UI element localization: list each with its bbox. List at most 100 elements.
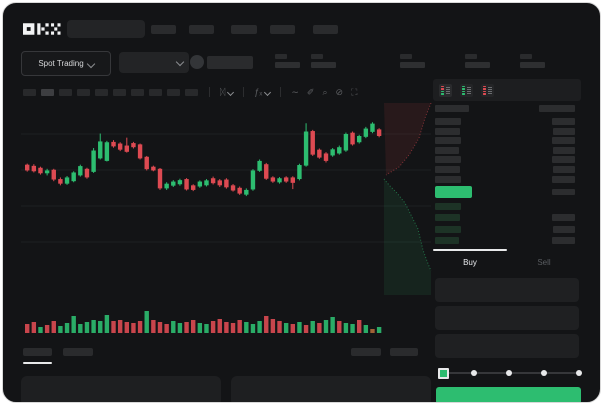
search-input[interactable] xyxy=(67,20,145,38)
active-tab-indicator xyxy=(23,362,52,364)
slider-stop-dot[interactable] xyxy=(576,370,582,376)
market-type-selector[interactable]: Spot Trading xyxy=(21,51,111,76)
indicators-icon[interactable]: ƒₓ xyxy=(254,87,272,97)
chart-toolbar: ᛞ ƒₓ ∼ ✐ ⌕ ⊘ ⛶ xyxy=(3,83,433,101)
bottom-tab[interactable] xyxy=(23,348,52,356)
last-price-badge[interactable] xyxy=(435,186,472,198)
interval-button[interactable] xyxy=(77,88,90,96)
okx-logo-icon[interactable] xyxy=(23,22,61,36)
ask-price-placeholder xyxy=(435,175,461,183)
interval-button[interactable] xyxy=(149,88,162,96)
amount-column-header xyxy=(539,105,575,112)
pair-name-placeholder xyxy=(207,56,253,69)
amount-percent-slider[interactable] xyxy=(438,368,582,379)
ticker-stat xyxy=(465,54,490,68)
top-navbar xyxy=(3,17,600,45)
slider-stop-dot[interactable] xyxy=(471,370,477,376)
ask-price-placeholder xyxy=(435,137,461,145)
ask-price-placeholder xyxy=(435,127,460,135)
interval-button[interactable] xyxy=(23,88,36,96)
stat-value-placeholder xyxy=(520,62,545,68)
stat-label-placeholder xyxy=(275,54,287,59)
ask-row[interactable] xyxy=(435,118,575,125)
ask-price-placeholder xyxy=(435,166,460,173)
tab-sell[interactable]: Sell xyxy=(537,257,551,267)
tab-buy[interactable]: Buy xyxy=(433,249,507,273)
price-chart[interactable] xyxy=(21,102,433,343)
ask-row[interactable] xyxy=(435,146,575,154)
ticker-stat xyxy=(311,54,336,68)
bid-price-placeholder xyxy=(435,203,461,210)
coin-avatar xyxy=(190,55,204,69)
pair-dropdown[interactable] xyxy=(119,52,189,73)
settings-icon[interactable]: ⊘ xyxy=(335,87,344,97)
total-input[interactable] xyxy=(435,334,579,358)
toolbar-divider xyxy=(243,87,245,97)
interval-button[interactable] xyxy=(167,88,180,96)
ask-price-placeholder xyxy=(435,156,461,164)
market-type-label: Spot Trading xyxy=(38,59,84,68)
interval-button[interactable] xyxy=(113,88,126,96)
ask-amount-placeholder xyxy=(553,127,575,135)
buy-submit-button[interactable] xyxy=(436,387,581,402)
draw-icon[interactable]: ✐ xyxy=(306,87,315,97)
candlestick-chart-canvas[interactable] xyxy=(21,102,433,343)
toolbar-divider xyxy=(280,87,282,97)
bid-row[interactable] xyxy=(435,214,575,222)
chevron-down-icon xyxy=(227,88,235,97)
price-column-header xyxy=(435,105,469,112)
interval-button[interactable] xyxy=(131,88,144,96)
ask-row[interactable] xyxy=(435,156,575,164)
line-tool-icon[interactable]: ∼ xyxy=(291,87,299,97)
sub-header: Spot Trading xyxy=(3,49,600,77)
chevron-down-icon xyxy=(175,57,185,67)
slider-stop-dot[interactable] xyxy=(541,370,547,376)
bid-row[interactable] xyxy=(435,203,575,210)
book-bids-icon[interactable] xyxy=(460,83,473,97)
nav-item[interactable] xyxy=(151,25,176,34)
stat-label-placeholder xyxy=(311,54,323,59)
ask-price-placeholder xyxy=(435,146,459,154)
slider-stop-dot[interactable] xyxy=(506,370,512,376)
bid-price-placeholder xyxy=(435,236,459,244)
orderbook-column-headers xyxy=(435,105,575,113)
stat-value-placeholder xyxy=(400,62,425,68)
ask-amount-placeholder xyxy=(552,156,575,164)
bid-price-placeholder xyxy=(435,214,460,222)
fullscreen-icon[interactable]: ⛶ xyxy=(351,87,358,97)
stat-label-placeholder xyxy=(400,54,412,59)
ask-row[interactable] xyxy=(435,166,575,173)
price-input[interactable] xyxy=(435,278,579,302)
last-price-amount-placeholder xyxy=(552,189,575,195)
nav-item[interactable] xyxy=(270,25,295,34)
ask-row[interactable] xyxy=(435,127,575,135)
amount-input[interactable] xyxy=(435,306,579,330)
bottom-tab-control[interactable] xyxy=(351,348,381,356)
interval-button[interactable] xyxy=(95,88,108,96)
nav-item[interactable] xyxy=(231,25,257,34)
interval-button[interactable] xyxy=(41,88,54,96)
bid-amount-placeholder xyxy=(553,225,575,233)
candle-type-icon[interactable]: ᛞ xyxy=(220,87,235,97)
ticker-stat xyxy=(400,54,425,68)
ask-amount-placeholder xyxy=(553,166,575,173)
ticker-stat xyxy=(520,54,545,68)
bottom-tab[interactable] xyxy=(63,348,93,356)
book-asks-icon[interactable] xyxy=(481,83,494,97)
orders-panel-placeholder[interactable] xyxy=(21,376,221,402)
ask-row[interactable] xyxy=(435,137,575,145)
book-combined-icon[interactable] xyxy=(439,83,452,97)
bottom-tab-control[interactable] xyxy=(390,348,418,356)
nav-item[interactable] xyxy=(189,25,214,34)
interval-button[interactable] xyxy=(59,88,72,96)
bid-row[interactable] xyxy=(435,236,575,244)
slider-handle[interactable] xyxy=(438,368,449,379)
camera-icon[interactable]: ⌕ xyxy=(322,87,328,97)
bid-row[interactable] xyxy=(435,225,575,233)
nav-item[interactable] xyxy=(313,25,338,34)
interval-button[interactable] xyxy=(185,88,198,96)
trade-side-tabs: Buy Sell xyxy=(433,249,581,273)
ask-amount-placeholder xyxy=(552,175,575,183)
ask-row[interactable] xyxy=(435,175,575,183)
history-panel-placeholder[interactable] xyxy=(231,376,431,402)
